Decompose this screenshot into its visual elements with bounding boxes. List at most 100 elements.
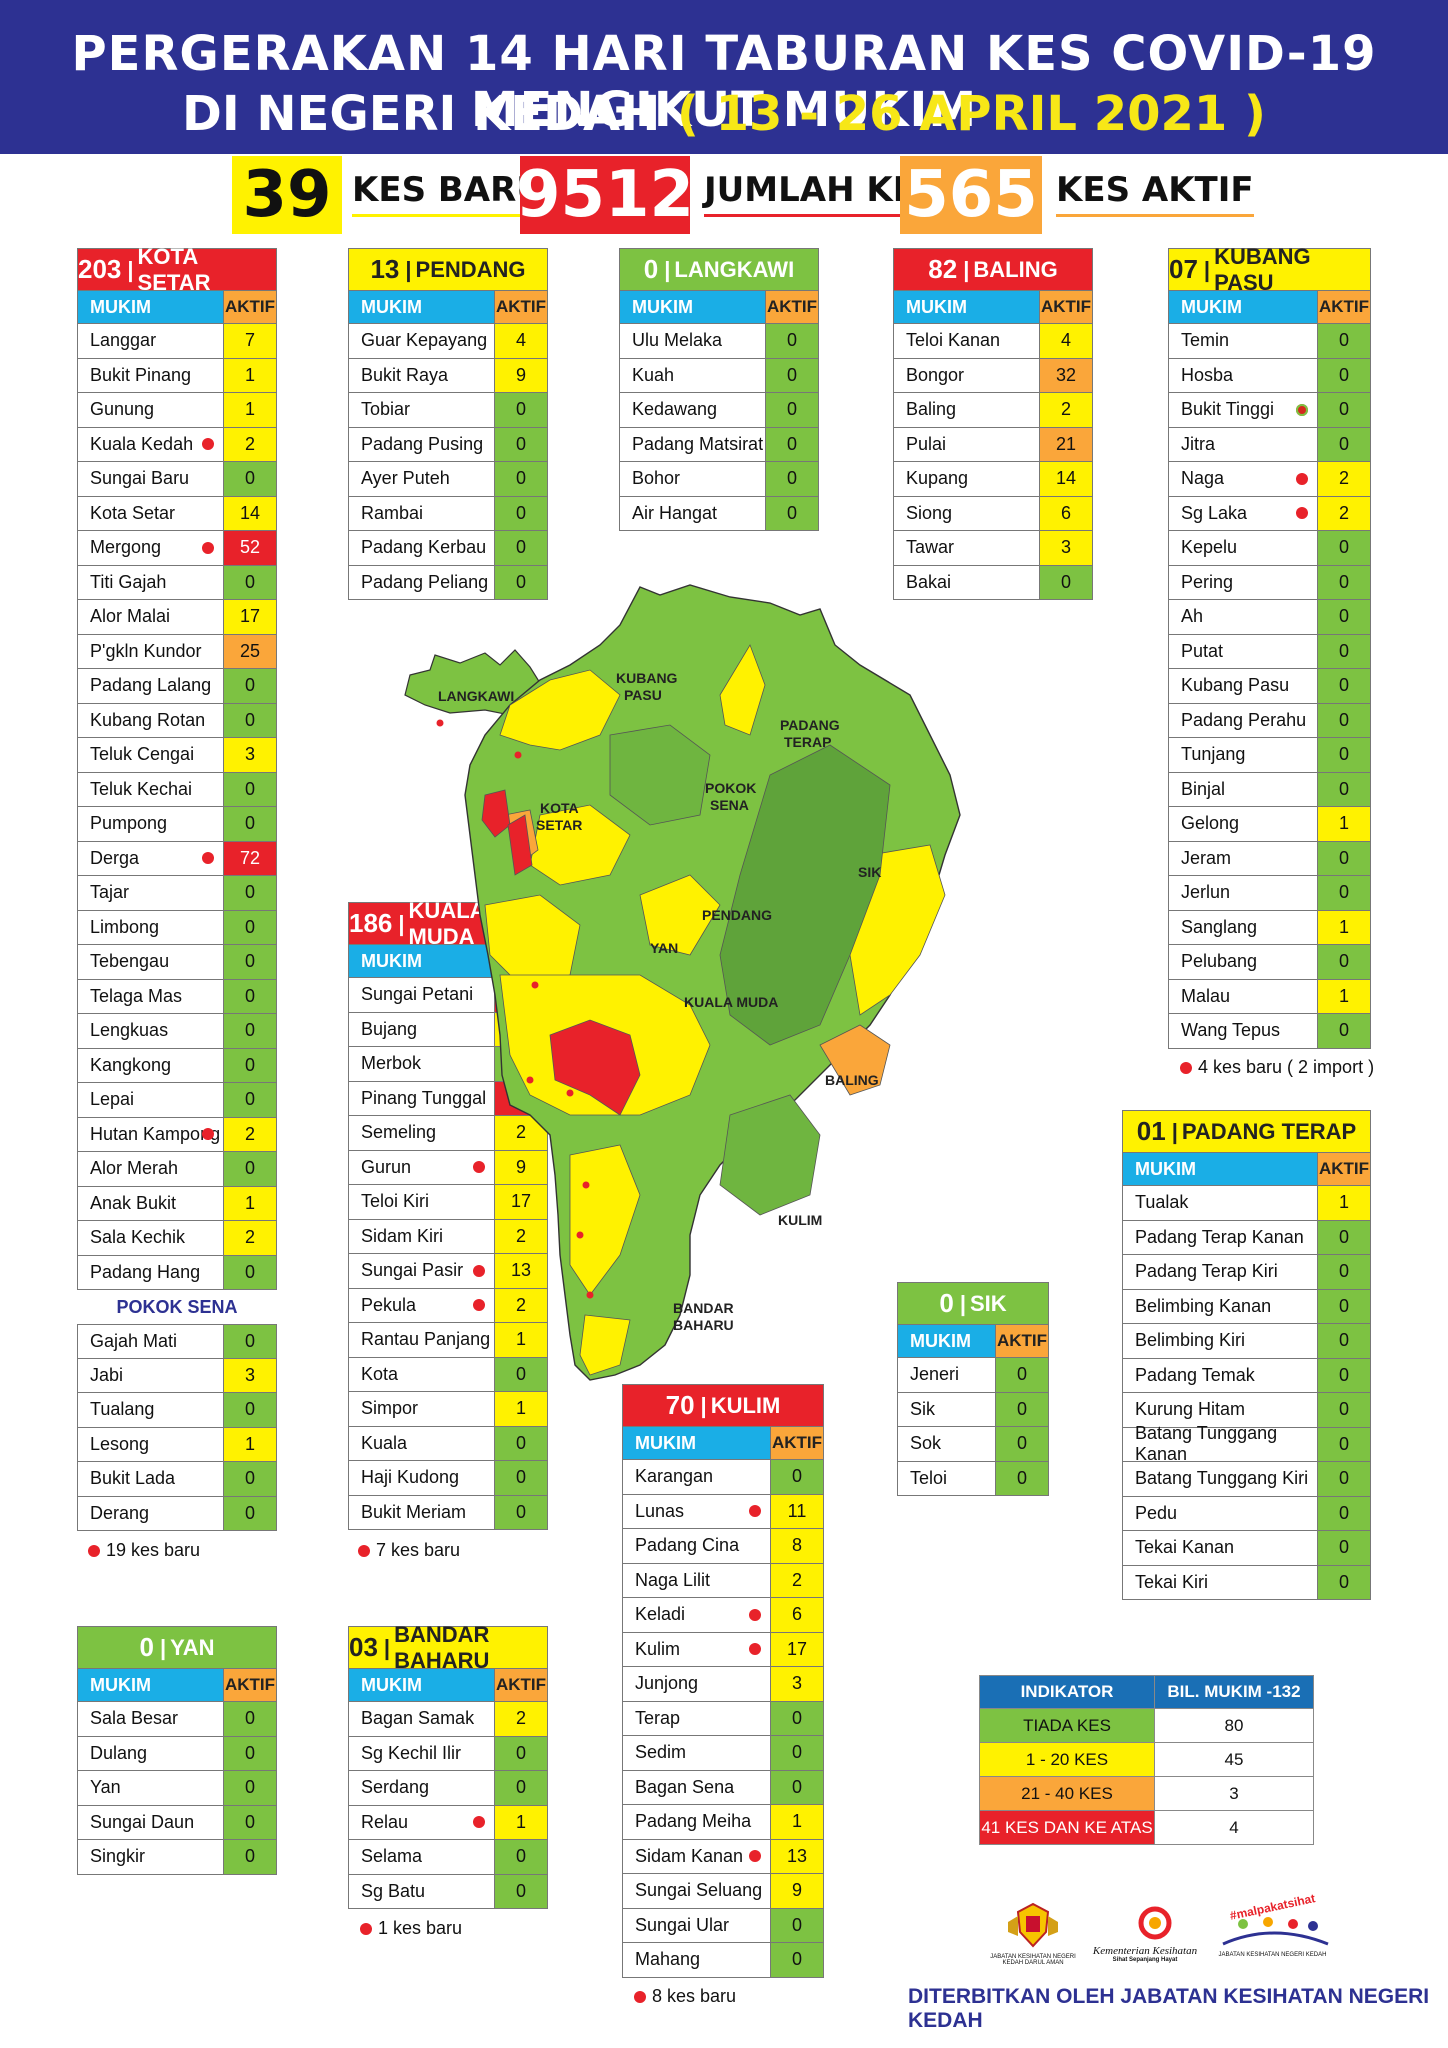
district-count: 203 [78,254,122,284]
aktif-value: 0 [1317,1324,1370,1358]
note-kuala-muda: 7 kes baru [358,1540,460,1561]
table-row: Padang Pusing 0 [348,427,548,462]
table-row: Simpor 1 [348,1392,548,1427]
table-row: Teluk Cengai 3 [77,738,277,773]
table-row: Tebengau 0 [77,945,277,980]
aktif-value: 0 [494,496,547,530]
map-case-dot [586,1291,594,1299]
title-separator: | [700,1392,707,1418]
map-label-kota-setar: KOTA [540,800,579,816]
note-kulim: 8 kes baru [634,1986,736,2007]
mukim-name: Keladi [623,1598,770,1632]
district-name: YAN [170,1634,215,1660]
mukim-name: Padang Terap Kiri [1123,1255,1317,1289]
table-row: Serdang 0 [348,1771,548,1806]
mukim-name: Padang Perahu [1169,703,1317,737]
aktif-value: 1 [223,358,276,392]
mukim-name: Padang Peliang [349,565,494,599]
aktif-value: 0 [770,1908,823,1942]
table-row: Bukit Lada 0 [77,1462,277,1497]
mukim-name: Anak Bukit [78,1186,223,1220]
column-header-aktif: AKTIF [223,1669,276,1701]
table-row: Alor Merah 0 [77,1152,277,1187]
aktif-value: 0 [494,1736,547,1770]
aktif-value: 0 [223,669,276,703]
aktif-value: 0 [995,1358,1048,1392]
mukim-name: Putat [1169,634,1317,668]
mukim-name: Ah [1169,600,1317,634]
table-row: Padang Temak 0 [1122,1358,1371,1393]
map-zone-yellow [639,874,721,956]
table-row: Jeram 0 [1168,841,1371,876]
table-row: Gajah Mati 0 [77,1324,277,1359]
column-header-aktif: AKTIF [494,1669,547,1701]
aktif-value: 0 [770,1460,823,1494]
mukim-name: Pulai [894,427,1039,461]
column-header-mukim: MUKIM [349,945,494,977]
mukim-name: Bujang [349,1012,494,1046]
map-zone-orange [819,1024,891,1096]
column-header-aktif: AKTIF [765,291,818,323]
aktif-value: 0 [223,979,276,1013]
mukim-name: Batang Tunggang Kanan [1123,1423,1317,1464]
mukim-name: Tobiar [349,393,494,427]
table-row: Bohor 0 [619,462,819,497]
table-row: Pedu 0 [1122,1496,1371,1531]
district-table-baling: 82 | BALING MUKIM AKTIF Teloi Kanan 4 Bongor 32… [893,248,1093,600]
aktif-value: 0 [494,393,547,427]
mukim-name: Bakai [894,565,1039,599]
red-dot-icon [1296,403,1308,416]
table-row: Yan 0 [77,1771,277,1806]
mukim-name: Lengkuas [78,1014,223,1048]
mukim-name: Lepai [78,1083,223,1117]
aktif-value: 3 [223,738,276,772]
table-row: Sg Kechil Ilir 0 [348,1736,548,1771]
mukim-name: Sala Kechik [78,1221,223,1255]
table-row: Padang Matsirat 0 [619,427,819,462]
district-count: 13 [370,254,400,284]
district-table-kubang-pasu: 07 | KUBANG PASU MUKIM AKTIF Temin 0 Hosba 0 Buk… [1168,244,1371,1049]
table-row: Sungai Daun 0 [77,1805,277,1840]
total-cases-count: 9512 [515,156,695,234]
aktif-value: 13 [494,1254,547,1288]
table-row: Jeneri 0 [897,1358,1049,1393]
mukim-name: Pinang Tunggal [349,1081,494,1115]
active-cases-label: KES AKTIF [1056,170,1254,217]
aktif-value: 0 [770,1943,823,1977]
aktif-value: 7 [223,324,276,358]
aktif-value: 0 [1317,841,1370,875]
note-kubang-pasu: 4 kes baru ( 2 import ) [1180,1057,1374,1078]
table-row: Kuala Kedah 2 [77,427,277,462]
header-banner: PERGERAKAN 14 HARI TABURAN KES COVID-19 … [0,0,1448,154]
aktif-value: 17 [494,1185,547,1219]
aktif-value: 1 [1317,910,1370,944]
table-row: Sungai Seluang 9 [622,1874,824,1909]
mukim-name: Alor Malai [78,600,223,634]
table-row: Dulang 0 [77,1736,277,1771]
table-row: Alor Malai 17 [77,600,277,635]
table-row: Terap 0 [622,1701,824,1736]
table-row: Jerlun 0 [1168,876,1371,911]
district-count: 01 [1136,1116,1166,1146]
red-dot-icon [1296,472,1308,485]
district-count: 70 [665,1390,695,1420]
aktif-value: 0 [223,462,276,496]
mukim-name: Sala Besar [78,1702,223,1736]
aktif-value: 4 [1039,324,1092,358]
table-row: Selama 0 [348,1840,548,1875]
table-row: Tualak 1 [1122,1186,1371,1221]
mukim-name: Teloi Kiri [349,1185,494,1219]
column-header-mukim: MUKIM [349,1669,494,1701]
title-separator: | [127,256,134,282]
table-row: Kedawang 0 [619,393,819,428]
aktif-value: 6 [1039,496,1092,530]
mukim-name: Tajar [78,876,223,910]
table-row: Kubang Rotan 0 [77,703,277,738]
mukim-name: Kupang [894,462,1039,496]
mukim-name: Gelong [1169,807,1317,841]
aktif-value: 1 [494,1392,547,1426]
aktif-value: 2 [494,1702,547,1736]
table-row: Teloi 0 [897,1461,1049,1496]
